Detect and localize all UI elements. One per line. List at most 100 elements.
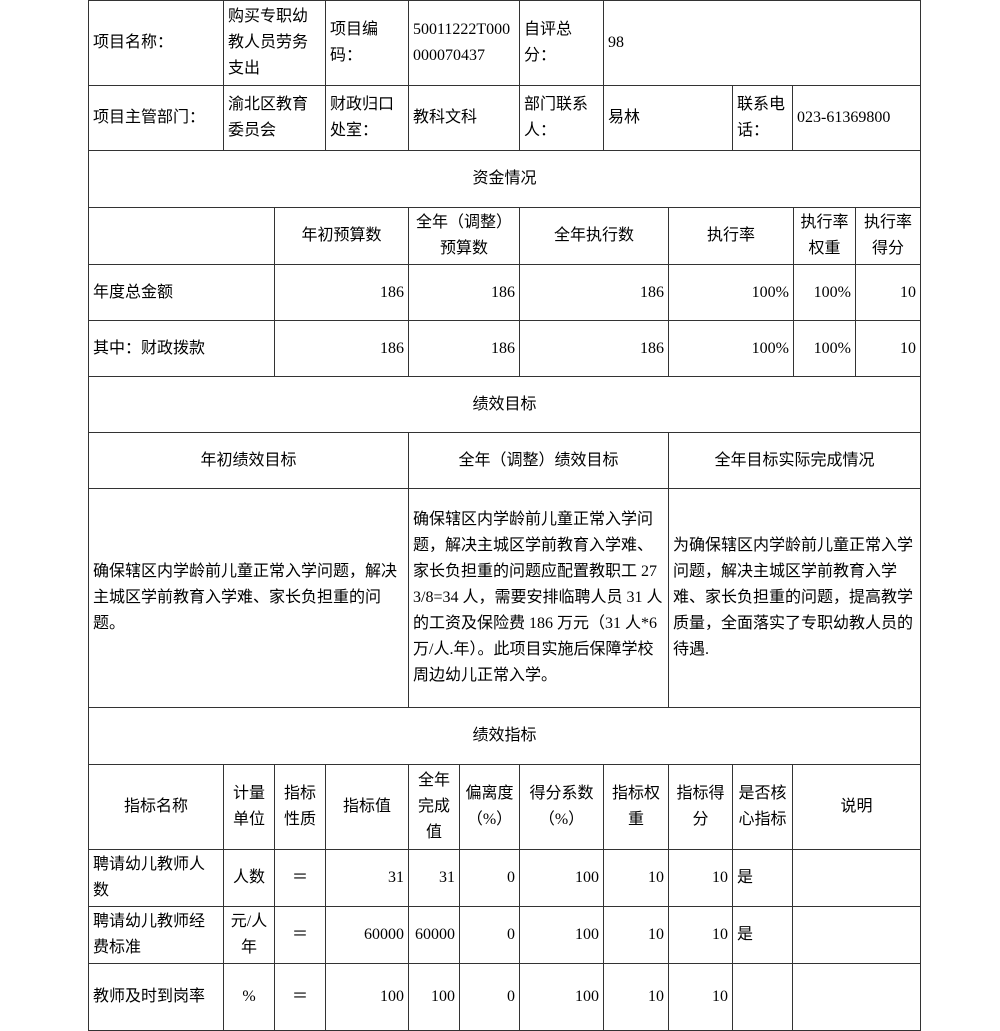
funds-section-title: 资金情况: [472, 170, 537, 187]
indicator-cell: 60000: [415, 926, 455, 943]
goal-text: 为确保辖区内学龄前儿童正常入学问题，解决主城区学前教育入学难、家长负担重的问题，…: [673, 537, 914, 658]
goal-text: 确保辖区内学龄前儿童正常入学问题，解决主城区学前教育入学难、家长负担重的问题应配…: [413, 511, 663, 684]
dept-label: 项目主管部门：: [93, 109, 206, 126]
funds-header-cell: 执行率得分: [855, 207, 921, 265]
funds-header-cell: 年初预算数: [274, 207, 409, 265]
self-score-value: 98: [608, 34, 624, 51]
funds-row-label-cell: 其中：财政拨款: [88, 320, 275, 377]
finance-office-value: 教科文科: [413, 109, 478, 126]
self-score-value-cell: 98: [603, 0, 921, 86]
indicator-header-cell: 全年完成值: [408, 764, 460, 850]
goals-header: 全年（调整）绩效目标: [458, 451, 619, 469]
indicator-header-cell: 说明: [792, 764, 921, 850]
funds-cell-cell: 186: [519, 320, 669, 377]
funds-header: 执行率得分: [863, 214, 912, 257]
funds-header-cell: 执行率: [668, 207, 794, 265]
indicator-name-cell: 聘请幼儿教师人数: [88, 849, 224, 907]
dept-label-cell: 项目主管部门：: [88, 85, 224, 151]
indicator-cell-cell: 10: [603, 906, 669, 964]
indicator-cell-cell: 10: [668, 963, 733, 1031]
project-code-value: 50011222T000000070437: [413, 21, 511, 64]
indicator-cell-cell: 0: [459, 906, 520, 964]
indicator-header: 指标性质: [283, 785, 316, 828]
funds-cell-cell: 10: [855, 264, 921, 321]
indicator-header-cell: 得分系数（%）: [519, 764, 604, 850]
indicator-header-cell: 指标名称: [88, 764, 224, 850]
indicator-cell: ＝: [291, 869, 308, 886]
indicator-cell-cell: 100: [325, 963, 409, 1031]
funds-cell: 100%: [751, 339, 789, 357]
indicator-cell: 10: [648, 926, 664, 943]
goals-header-cell: 全年（调整）绩效目标: [408, 432, 669, 489]
funds-row-label: 其中：财政拨款: [93, 339, 206, 357]
funds-cell: 186: [491, 339, 515, 357]
indicator-cell: 是: [737, 926, 754, 943]
phone-value-cell: 023-61369800: [792, 85, 921, 151]
indicator-cell-cell: 60000: [408, 906, 460, 964]
indicator-cell: 人数: [232, 869, 265, 886]
indicator-cell-cell: 10: [668, 849, 733, 907]
indicator-cell-cell: 31: [408, 849, 460, 907]
indicator-cell-cell: 100: [408, 963, 460, 1031]
project-code-label: 项目编码：: [330, 21, 379, 64]
indicator-header-cell: 是否核心指标: [732, 764, 793, 850]
indicator-header-cell: 指标权重: [603, 764, 669, 850]
phone-label: 联系电话：: [737, 96, 786, 139]
funds-row-label: 年度总金额: [93, 283, 174, 301]
indicator-cell: 元/人年: [230, 913, 268, 956]
indicator-header: 指标得分: [676, 785, 725, 828]
funds-cell: 100%: [813, 283, 851, 301]
finance-office-label-cell: 财政归口处室：: [325, 85, 409, 151]
project-name-value-cell: 购买专职幼教人员劳务支出: [223, 0, 326, 86]
goals-section-title-cell: 绩效目标: [88, 376, 921, 433]
self-score-label: 自评总分：: [524, 21, 573, 64]
indicator-header: 说明: [840, 798, 873, 815]
indicator-cell: 0: [507, 869, 515, 886]
indicator-cell-cell: 60000: [325, 906, 409, 964]
dept-value: 渝北区教育委员会: [228, 96, 309, 139]
indicator-cell: 100: [431, 988, 455, 1005]
funds-header-cell: 执行率权重: [793, 207, 856, 265]
dept-value-cell: 渝北区教育委员会: [223, 85, 326, 151]
goal-text-cell: 为确保辖区内学龄前儿童正常入学问题，解决主城区学前教育入学难、家长负担重的问题，…: [668, 488, 921, 708]
funds-cell-cell: 186: [408, 264, 520, 321]
indicator-cell-cell: 10: [603, 849, 669, 907]
funds-cell-cell: 100%: [793, 320, 856, 377]
project-name-value: 购买专职幼教人员劳务支出: [228, 8, 309, 77]
funds-cell-cell: 186: [519, 264, 669, 321]
goals-header-cell: 全年目标实际完成情况: [668, 432, 921, 489]
indicator-cell-cell: 是: [732, 849, 793, 907]
indicator-name: 聘请幼儿教师人数: [93, 856, 206, 899]
indicator-cell: 10: [712, 869, 728, 886]
funds-header: 全年执行数: [553, 227, 634, 244]
indicator-cell-cell: [792, 963, 921, 1031]
funds-cell-cell: 100%: [668, 264, 794, 321]
funds-header: 执行率权重: [800, 214, 849, 257]
project-name-label: 项目名称：: [93, 34, 174, 51]
indicator-cell: 100: [575, 988, 599, 1005]
project-code-value-cell: 50011222T000000070437: [408, 0, 520, 86]
contact-label: 部门联系人：: [524, 96, 589, 139]
funds-header-cell: 全年执行数: [519, 207, 669, 265]
indicator-cell: ＝: [291, 926, 308, 943]
contact-value: 易林: [608, 109, 641, 126]
indicator-header: 偏离度（%）: [465, 785, 514, 828]
funds-cell: 186: [380, 283, 404, 301]
funds-cell: 10: [900, 283, 916, 301]
indicator-cell: 100: [380, 988, 404, 1005]
indicator-cell-cell: ＝: [274, 963, 326, 1031]
goals-header-cell: 年初绩效目标: [88, 432, 409, 489]
indicator-cell: 10: [648, 869, 664, 886]
indicator-header: 得分系数（%）: [529, 785, 594, 828]
indicator-cell-cell: 100: [519, 849, 604, 907]
funds-header: 执行率: [706, 227, 755, 244]
indicators-section-title: 绩效指标: [472, 727, 537, 744]
indicator-cell-cell: 100: [519, 963, 604, 1031]
funds-cell: 100%: [813, 339, 851, 357]
goals-header: 年初绩效目标: [200, 451, 297, 469]
funds-cell-cell: 100%: [793, 264, 856, 321]
indicator-header-cell: 计量单位: [223, 764, 275, 850]
indicators-section-title-cell: 绩效指标: [88, 707, 921, 765]
project-code-label-cell: 项目编码：: [325, 0, 409, 86]
indicator-header: 指标值: [342, 798, 391, 815]
